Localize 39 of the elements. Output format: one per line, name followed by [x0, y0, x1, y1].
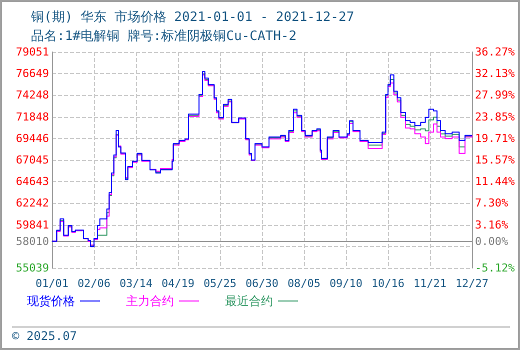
- y2-tick-label: 3.16%: [475, 218, 508, 232]
- x-tick-label: 12/27: [455, 277, 489, 290]
- y2-tick-label: 27.99%: [475, 88, 516, 102]
- y-tick-label: 55039: [16, 262, 49, 274]
- y2-tick-label: 32.13%: [475, 67, 516, 80]
- x-tick-label: 10/16: [371, 277, 405, 290]
- y-tick-label: 71848: [16, 110, 49, 124]
- x-tick-label: 01/01: [35, 277, 69, 290]
- y2-tick-label: 7.30%: [475, 196, 508, 210]
- y-tick-label: 58010: [16, 234, 49, 248]
- y-tick-label: 59841: [16, 218, 49, 232]
- x-tick-label: 02/06: [77, 277, 111, 290]
- y-tick-label: 62242: [16, 196, 49, 210]
- y-tick-label: 67045: [16, 154, 49, 166]
- x-tick-label: 03/14: [119, 277, 153, 290]
- y2-tick-label: -5.12%: [475, 262, 516, 274]
- x-tick-label: 04/19: [161, 277, 195, 290]
- y-tick-label: 69446: [16, 132, 49, 145]
- y-tick-label: 79051: [16, 46, 49, 58]
- text: © 2025.07: [12, 329, 78, 343]
- chart-subtitle: 品名:1#电解铜 牌号:标准阴极铜Cu-CATH-2: [31, 29, 297, 44]
- y-tick-label: 76649: [16, 67, 49, 80]
- y-tick-label: 64643: [16, 175, 49, 188]
- chart-title: 铜(期) 华东 市场价格 2021-01-01 - 2021-12-27: [30, 10, 354, 25]
- legend-label: 现货价格: [27, 294, 75, 308]
- y2-tick-label: 0.00%: [475, 234, 508, 248]
- x-tick-label: 06/30: [245, 277, 279, 290]
- y2-tick-label: 11.44%: [475, 175, 516, 188]
- y2-tick-label: 36.27%: [475, 46, 516, 58]
- x-tick-label: 08/05: [287, 277, 321, 290]
- y2-tick-label: 15.57%: [475, 154, 516, 167]
- x-tick-label: 11/21: [413, 277, 447, 290]
- x-tick-label: 05/25: [203, 277, 237, 290]
- legend-label: 主力合约: [126, 294, 174, 308]
- y-tick-label: 74248: [16, 88, 49, 102]
- y2-tick-label: 19.71%: [475, 132, 516, 145]
- legend-label: 最近合约: [225, 294, 273, 308]
- y2-tick-label: 23.85%: [475, 110, 516, 124]
- x-tick-label: 09/10: [329, 277, 363, 290]
